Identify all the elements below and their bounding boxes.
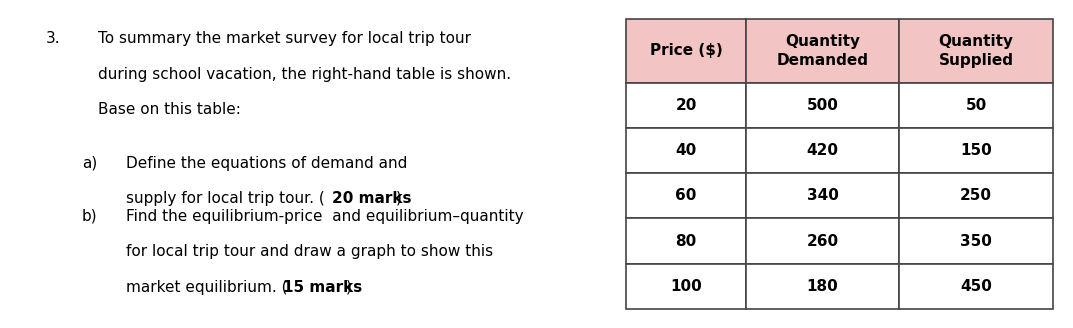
Text: b): b): [82, 209, 98, 224]
Text: 180: 180: [807, 279, 838, 294]
Text: 420: 420: [807, 143, 839, 158]
Bar: [746, 264, 899, 309]
Bar: [899, 173, 1053, 218]
Text: 15 marks: 15 marks: [283, 279, 362, 295]
Text: 60: 60: [675, 188, 696, 203]
Bar: [627, 264, 746, 309]
Text: for local trip tour and draw a graph to show this: for local trip tour and draw a graph to …: [126, 244, 493, 259]
Text: ): ): [396, 191, 401, 206]
Bar: [627, 218, 746, 264]
Text: 250: 250: [960, 188, 993, 203]
Text: supply for local trip tour. (: supply for local trip tour. (: [126, 191, 325, 206]
Text: 20: 20: [675, 98, 696, 113]
Text: 20 marks: 20 marks: [333, 191, 412, 206]
Text: 500: 500: [807, 98, 838, 113]
Text: Base on this table:: Base on this table:: [99, 102, 241, 117]
Text: a): a): [82, 155, 97, 171]
Bar: [899, 218, 1053, 264]
Text: 50: 50: [966, 98, 987, 113]
Bar: [746, 218, 899, 264]
Text: Find the equilibrium-price  and equilibrium–quantity: Find the equilibrium-price and equilibri…: [126, 209, 524, 224]
Text: Quantity
Supplied: Quantity Supplied: [939, 34, 1014, 68]
Text: 80: 80: [675, 234, 696, 249]
Text: 150: 150: [960, 143, 993, 158]
Text: 350: 350: [960, 234, 993, 249]
Text: Define the equations of demand and: Define the equations of demand and: [126, 155, 408, 171]
Bar: [627, 173, 746, 218]
Bar: [746, 128, 899, 173]
Text: ): ): [347, 279, 352, 295]
Bar: [627, 83, 746, 128]
Text: 340: 340: [807, 188, 838, 203]
Text: 450: 450: [960, 279, 993, 294]
Bar: [899, 128, 1053, 173]
Text: during school vacation, the right-hand table is shown.: during school vacation, the right-hand t…: [99, 67, 512, 82]
Bar: [899, 83, 1053, 128]
Text: 40: 40: [675, 143, 696, 158]
Bar: [746, 19, 899, 83]
Bar: [627, 128, 746, 173]
Text: 3.: 3.: [46, 31, 60, 47]
Bar: [746, 83, 899, 128]
Text: 100: 100: [670, 279, 702, 294]
Bar: [899, 19, 1053, 83]
Text: Quantity
Demanded: Quantity Demanded: [777, 34, 868, 68]
Text: Price ($): Price ($): [649, 44, 722, 58]
Bar: [746, 173, 899, 218]
Bar: [899, 264, 1053, 309]
Bar: [627, 19, 746, 83]
Text: market equilibrium. (: market equilibrium. (: [126, 279, 288, 295]
Text: 260: 260: [807, 234, 839, 249]
Text: To summary the market survey for local trip tour: To summary the market survey for local t…: [99, 31, 471, 47]
